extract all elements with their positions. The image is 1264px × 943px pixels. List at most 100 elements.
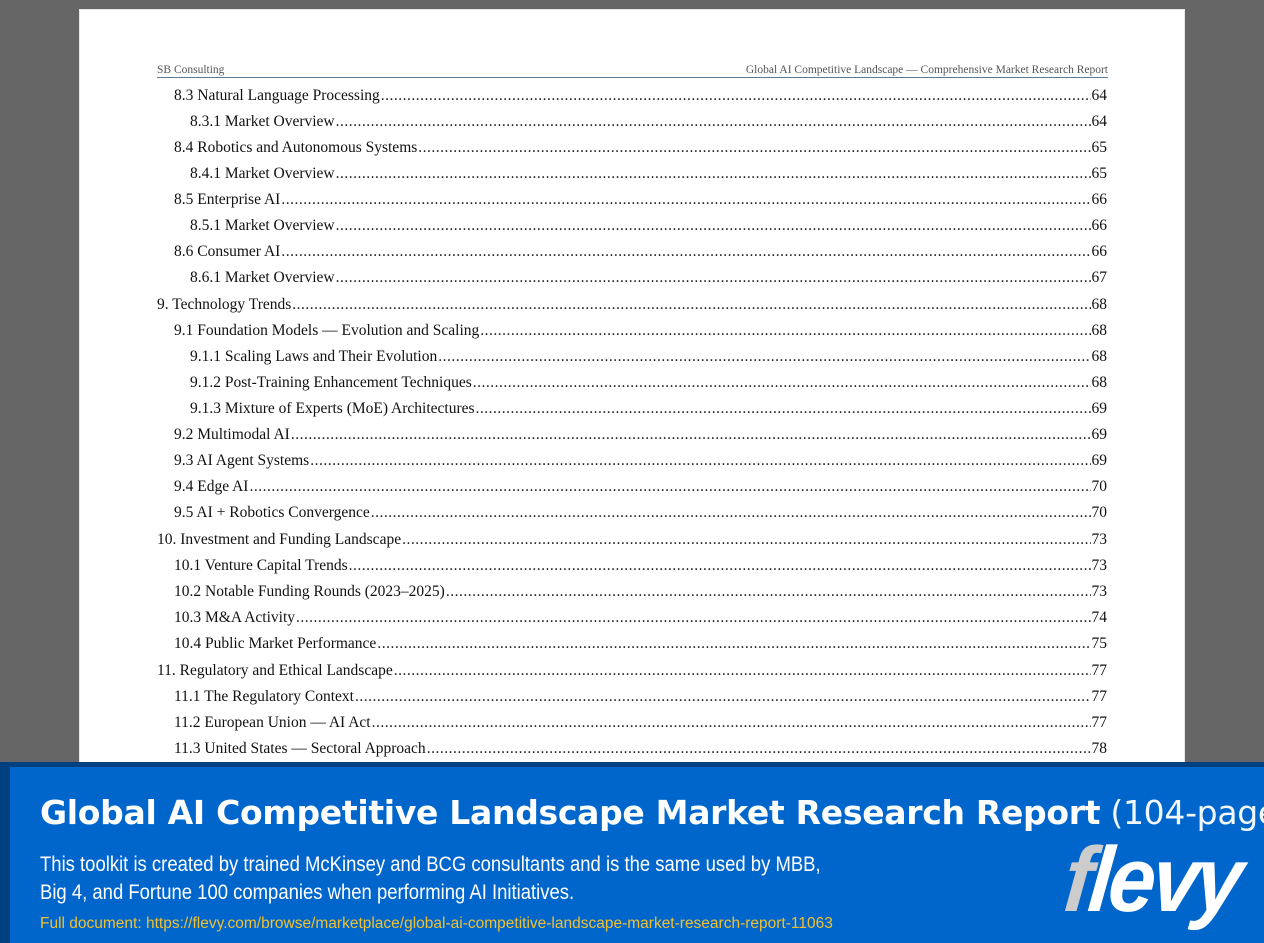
toc-entry[interactable]: 8.4.1 Market Overview 65 — [157, 164, 1107, 190]
toc-dot-leader — [336, 268, 1091, 288]
header-company: SB Consulting — [157, 64, 225, 76]
document-page: SB Consulting Global AI Competitive Land… — [80, 10, 1184, 770]
toc-entry[interactable]: 10.3 M&A Activity 74 — [157, 608, 1107, 634]
toc-entry-page-number: 66 — [1091, 191, 1108, 208]
toc-entry-title: 10.2 Notable Funding Rounds (2023–2025) — [174, 583, 445, 600]
toc-entry-title: 9. Technology Trends — [157, 296, 292, 313]
toc-entry-title: 8.5 Enterprise AI — [174, 191, 281, 208]
toc-entry-title: 11. Regulatory and Ethical Landscape — [157, 662, 393, 679]
toc-entry-title: 8.5.1 Market Overview — [190, 217, 335, 234]
header-report-title: Global AI Competitive Landscape — Compre… — [745, 64, 1108, 76]
table-of-contents: 8.3 Natural Language Processing648.3.1 M… — [157, 86, 1107, 765]
toc-entry[interactable]: 11.1 The Regulatory Context 77 — [157, 687, 1107, 713]
toc-entry[interactable]: 9.5 AI + Robotics Convergence 70 — [157, 503, 1107, 529]
toc-entry-page-number: 67 — [1091, 269, 1108, 286]
toc-entry-page-number: 68 — [1091, 374, 1108, 391]
toc-entry-title: 9.4 Edge AI — [174, 478, 249, 495]
toc-entry[interactable]: 9.4 Edge AI 70 — [157, 477, 1107, 503]
toc-entry-page-number: 73 — [1091, 531, 1108, 548]
toc-dot-leader — [473, 373, 1091, 393]
toc-dot-leader — [446, 582, 1091, 602]
page-header: SB Consulting Global AI Competitive Land… — [157, 61, 1108, 78]
full-document-link[interactable]: Full document: https://flevy.com/browse/… — [40, 915, 833, 932]
toc-dot-leader — [402, 530, 1090, 550]
toc-entry-title: 10.1 Venture Capital Trends — [174, 557, 348, 574]
toc-dot-leader — [291, 425, 1091, 445]
toc-entry-title: 9.2 Multimodal AI — [174, 426, 290, 443]
toc-dot-leader — [381, 86, 1091, 106]
toc-entry[interactable]: 11.2 European Union — AI Act 77 — [157, 713, 1107, 739]
banner-title-format: (104-page DOCX) — [1110, 793, 1264, 832]
toc-entry-page-number: 66 — [1091, 217, 1108, 234]
toc-entry-title: 8.3.1 Market Overview — [190, 113, 335, 130]
toc-dot-leader — [476, 399, 1091, 419]
toc-entry-page-number: 69 — [1091, 400, 1108, 417]
toc-entry-page-number: 64 — [1091, 113, 1108, 130]
banner-description-line-1: This toolkit is created by trained McKin… — [40, 853, 821, 876]
flevy-logo[interactable]: flevy — [1060, 829, 1244, 931]
toc-entry[interactable]: 10.4 Public Market Performance 75 — [157, 634, 1107, 660]
toc-entry-title: 8.6.1 Market Overview — [190, 269, 335, 286]
toc-entry-title: 9.1.2 Post-Training Enhancement Techniqu… — [190, 374, 472, 391]
toc-dot-leader — [355, 687, 1091, 707]
toc-dot-leader — [438, 347, 1090, 367]
banner-description: This toolkit is created by trained McKin… — [40, 851, 920, 907]
toc-dot-leader — [281, 190, 1090, 210]
toc-dot-leader — [336, 112, 1091, 132]
toc-entry[interactable]: 8.3.1 Market Overview 64 — [157, 112, 1107, 138]
toc-entry-page-number: 69 — [1091, 426, 1108, 443]
toc-entry[interactable]: 8.5 Enterprise AI 66 — [157, 190, 1107, 216]
toc-entry-title: 8.6 Consumer AI — [174, 243, 281, 260]
toc-dot-leader — [371, 503, 1091, 523]
toc-dot-leader — [336, 216, 1091, 236]
banner-title: Global AI Competitive Landscape Market R… — [40, 793, 1264, 832]
toc-entry-page-number: 66 — [1091, 243, 1108, 260]
toc-entry[interactable]: 8.5.1 Market Overview 66 — [157, 216, 1107, 242]
toc-entry[interactable]: 9.2 Multimodal AI 69 — [157, 425, 1107, 451]
toc-entry-title: 9.1 Foundation Models — Evolution and Sc… — [174, 322, 480, 339]
toc-entry-title: 8.4 Robotics and Autonomous Systems — [174, 139, 418, 156]
toc-entry-page-number: 68 — [1091, 348, 1108, 365]
toc-dot-leader — [292, 295, 1090, 315]
toc-entry-title: 10.4 Public Market Performance — [174, 635, 377, 652]
toc-entry[interactable]: 11.3 United States — Sectoral Approach 78 — [157, 739, 1107, 765]
toc-dot-leader — [249, 477, 1090, 497]
toc-entry-title: 8.3 Natural Language Processing — [174, 87, 380, 104]
toc-dot-leader — [349, 556, 1091, 576]
toc-entry[interactable]: 8.3 Natural Language Processing 64 — [157, 86, 1107, 112]
toc-entry[interactable]: 9.1.1 Scaling Laws and Their Evolution 68 — [157, 347, 1107, 373]
toc-entry-page-number: 69 — [1091, 452, 1108, 469]
toc-entry-page-number: 73 — [1091, 557, 1108, 574]
toc-entry[interactable]: 10. Investment and Funding Landscape 73 — [157, 530, 1107, 556]
toc-dot-leader — [394, 661, 1091, 681]
toc-entry[interactable]: 9. Technology Trends 68 — [157, 295, 1107, 321]
toc-entry[interactable]: 9.1.2 Post-Training Enhancement Techniqu… — [157, 373, 1107, 399]
banner-title-main: Global AI Competitive Landscape Market R… — [40, 793, 1101, 832]
toc-entry-page-number: 65 — [1091, 165, 1108, 182]
toc-entry[interactable]: 9.3 AI Agent Systems 69 — [157, 451, 1107, 477]
toc-dot-leader — [418, 138, 1090, 158]
toc-entry-page-number: 75 — [1091, 635, 1108, 652]
promo-banner: Global AI Competitive Landscape Market R… — [0, 762, 1264, 943]
toc-entry[interactable]: 8.4 Robotics and Autonomous Systems 65 — [157, 138, 1107, 164]
toc-entry[interactable]: 9.1 Foundation Models — Evolution and Sc… — [157, 321, 1107, 347]
toc-entry-title: 10.3 M&A Activity — [174, 609, 295, 626]
toc-entry[interactable]: 11. Regulatory and Ethical Landscape 77 — [157, 661, 1107, 687]
toc-entry-page-number: 68 — [1091, 322, 1108, 339]
toc-entry-title: 9.5 AI + Robotics Convergence — [174, 504, 370, 521]
toc-entry[interactable]: 8.6.1 Market Overview 67 — [157, 268, 1107, 294]
toc-entry[interactable]: 10.1 Venture Capital Trends 73 — [157, 556, 1107, 582]
toc-entry[interactable]: 10.2 Notable Funding Rounds (2023–2025) 7… — [157, 582, 1107, 608]
toc-entry[interactable]: 9.1.3 Mixture of Experts (MoE) Architect… — [157, 399, 1107, 425]
toc-entry[interactable]: 8.6 Consumer AI 66 — [157, 242, 1107, 268]
toc-dot-leader — [310, 451, 1090, 471]
toc-dot-leader — [296, 608, 1091, 628]
toc-entry-title: 9.3 AI Agent Systems — [174, 452, 310, 469]
toc-entry-page-number: 65 — [1091, 139, 1108, 156]
toc-entry-page-number: 77 — [1091, 714, 1108, 731]
toc-entry-page-number: 78 — [1091, 740, 1108, 757]
flevy-logo-rest: levy — [1084, 829, 1245, 931]
toc-entry-title: 10. Investment and Funding Landscape — [157, 531, 402, 548]
toc-entry-title: 9.1.3 Mixture of Experts (MoE) Architect… — [190, 400, 475, 417]
toc-entry-page-number: 70 — [1091, 478, 1108, 495]
